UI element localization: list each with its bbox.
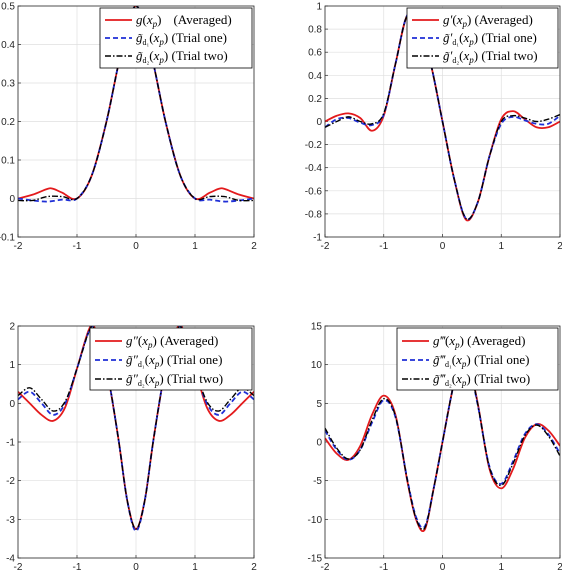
- axes-frame: [324, 325, 561, 559]
- y-tick-label: 0.5: [1, 2, 15, 13]
- svg-text:g̃d₂(xp) (Trial two): g̃d₂(xp) (Trial two): [136, 48, 228, 65]
- svg-text:g′(xp) (Averaged): g′(xp) (Averaged): [443, 12, 533, 29]
- y-tick-label: 0.2: [308, 94, 322, 105]
- y-tick-label: 2: [9, 322, 15, 333]
- x-tick-label: -2: [14, 241, 23, 252]
- x-tick-label: 2: [251, 562, 257, 572]
- y-tick-label: -10: [308, 515, 323, 526]
- series-group: [18, 326, 254, 532]
- y-tick-label: -0.2: [305, 140, 323, 151]
- x-tick-label: -2: [321, 241, 330, 252]
- axes-frame: [324, 5, 561, 238]
- x-tick-label: 0: [440, 562, 446, 572]
- x-tick-label: 0: [440, 241, 446, 252]
- y-tick-label: -3: [6, 515, 15, 526]
- svg-text:g̃″d₁(xp) (Trial one): g̃″d₁(xp) (Trial one): [126, 352, 222, 369]
- y-tick-label: 0.6: [308, 48, 322, 59]
- y-tick-label: 1: [9, 360, 15, 371]
- y-tick-label: -2: [6, 476, 15, 487]
- y-tick-label: -0.8: [305, 209, 323, 220]
- x-tick-label: 2: [557, 241, 562, 252]
- series-line-2: [18, 326, 254, 532]
- x-tick-label: 2: [251, 241, 257, 252]
- y-tick-label: -1: [313, 233, 322, 244]
- y-tick-label: -0.6: [305, 186, 323, 197]
- y-tick-label: 0: [316, 117, 322, 128]
- y-tick-label: 0.3: [1, 79, 15, 90]
- series-line-1: [18, 6, 254, 201]
- series-line-3: [18, 326, 254, 530]
- legend-g-triple-prime: g‴(xp) (Averaged) g̃‴d₁(xp) (Trial one) …: [396, 327, 559, 391]
- x-tick-label: -1: [379, 241, 388, 252]
- y-tick-label: 0.4: [1, 40, 15, 51]
- svg-text:g″(xp) (Averaged): g″(xp) (Averaged): [126, 333, 218, 350]
- x-tick-label: 2: [557, 562, 562, 572]
- svg-text:g̃d₁(xp) (Trial one): g̃d₁(xp) (Trial one): [136, 30, 227, 47]
- x-tick-label: 0: [133, 562, 139, 572]
- x-tick-label: 1: [498, 241, 504, 252]
- svg-text:g̃′d₂(xp) (Trial two): g̃′d₂(xp) (Trial two): [443, 48, 538, 65]
- series-line-3: [325, 353, 560, 531]
- series-line-3: [18, 6, 254, 202]
- x-tick-label: -1: [73, 241, 82, 252]
- axes-frame: [17, 325, 255, 559]
- svg-text:g̃‴d₂(xp) (Trial two): g̃‴d₂(xp) (Trial two): [433, 371, 530, 388]
- y-tick-label: 0.8: [308, 25, 322, 36]
- y-tick-label: -1: [6, 438, 15, 449]
- x-tick-label: -2: [321, 562, 330, 572]
- x-tick-label: -1: [73, 562, 82, 572]
- series-line-2: [325, 355, 560, 529]
- x-tick-label: 0: [133, 241, 139, 252]
- series-line-2: [18, 6, 254, 203]
- y-tick-label: 0.2: [1, 117, 15, 128]
- svg-text:g̃″d₂(xp) (Trial two): g̃″d₂(xp) (Trial two): [126, 371, 223, 388]
- svg-text:g‴(xp) (Averaged): g‴(xp) (Averaged): [433, 333, 525, 350]
- series-group: [18, 6, 254, 203]
- y-tick-label: 0.4: [308, 71, 322, 82]
- x-tick-label: 1: [192, 562, 198, 572]
- svg-text:g(xp)(Averaged): g(xp) (Averaged): [136, 12, 232, 29]
- y-tick-label: -0.1: [0, 233, 15, 244]
- legend-g-prime: g′(xp) (Averaged) g̃′d₁(xp) (Trial one) …: [406, 7, 559, 69]
- svg-text:g̃‴d₁(xp) (Trial one): g̃‴d₁(xp) (Trial one): [433, 352, 529, 369]
- y-tick-label: -4: [6, 554, 15, 565]
- legend-g-double-prime: g″(xp) (Averaged) g̃″d₁(xp) (Trial one) …: [89, 327, 253, 391]
- y-tick-label: 5: [316, 399, 322, 410]
- axes-frame: [17, 5, 255, 238]
- y-tick-label: -15: [308, 554, 323, 565]
- series-line-3: [325, 11, 560, 221]
- x-tick-label: 1: [498, 562, 504, 572]
- series-group: [325, 11, 560, 222]
- y-tick-label: 1: [316, 2, 322, 13]
- svg-text:g̃′d₁(xp) (Trial one): g̃′d₁(xp) (Trial one): [443, 30, 537, 47]
- y-tick-label: 0: [9, 399, 15, 410]
- x-tick-label: -2: [14, 562, 23, 572]
- x-tick-label: -1: [379, 562, 388, 572]
- y-tick-label: 0.1: [1, 156, 15, 167]
- y-tick-label: 0: [316, 438, 322, 449]
- y-tick-label: -5: [313, 476, 322, 487]
- y-tick-label: 0: [9, 194, 15, 205]
- legend-g: g(xp) (Averaged) g̃d₁(xp) (Trial one) g̃d…: [99, 7, 253, 69]
- x-tick-label: 1: [192, 241, 198, 252]
- y-tick-label: 10: [311, 360, 323, 371]
- y-tick-label: 15: [311, 322, 323, 333]
- y-tick-label: -0.4: [305, 163, 323, 174]
- series-group: [325, 351, 560, 533]
